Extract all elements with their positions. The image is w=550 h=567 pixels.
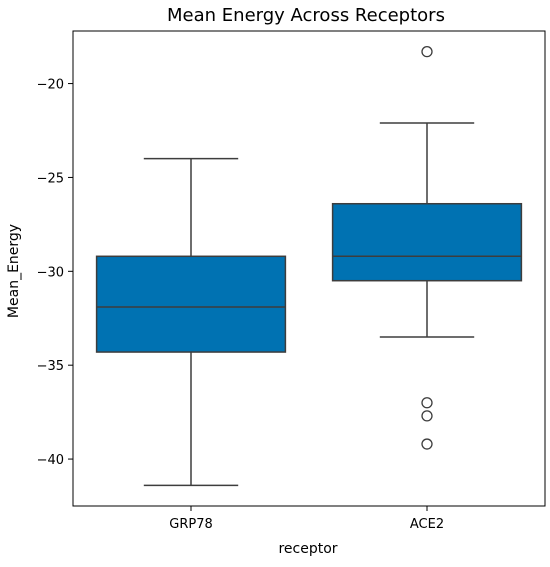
axes: −20 −25 −30 −35 −40 GRP78 ACE2 <box>37 30 546 532</box>
x-axis-label: receptor <box>278 541 337 557</box>
y-tick-label: −25 <box>37 171 64 186</box>
chart-title: Mean Energy Across Receptors <box>167 5 445 26</box>
iqr-box <box>95 255 287 353</box>
outlier-point <box>421 410 433 422</box>
y-axis-label: Mean_Energy <box>6 224 22 318</box>
y-tick-label: −30 <box>37 265 64 280</box>
outlier-point <box>421 46 433 58</box>
y-tick-label: −40 <box>37 453 64 468</box>
x-tick-label: GRP78 <box>169 517 213 532</box>
y-tick-label: −20 <box>37 78 64 93</box>
y-tick-label: −35 <box>37 359 64 374</box>
plot-area <box>95 46 523 487</box>
iqr-box <box>331 202 523 282</box>
outlier-point <box>421 438 433 450</box>
outlier-point <box>421 397 433 409</box>
box-group <box>331 46 523 450</box>
box-group <box>95 157 287 487</box>
axes-frame <box>72 30 546 507</box>
x-tick-label: ACE2 <box>410 517 444 532</box>
